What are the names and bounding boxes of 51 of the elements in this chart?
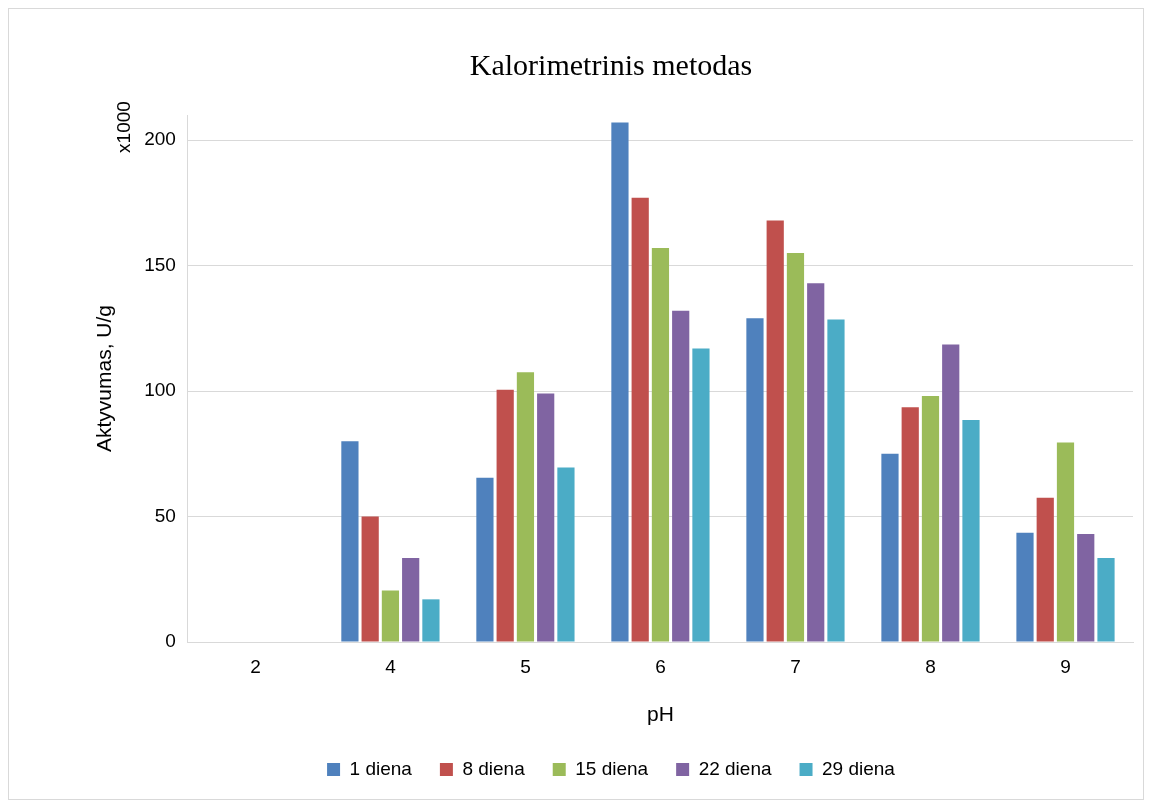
bar xyxy=(921,396,940,642)
bar xyxy=(786,253,805,642)
bar xyxy=(651,248,670,642)
bar xyxy=(476,477,494,642)
y-tick-label: 200 xyxy=(144,128,176,150)
chart-title: Kalorimetrinis metodas xyxy=(469,47,753,81)
bar xyxy=(361,516,379,642)
bar xyxy=(766,220,784,642)
y-tick-label: 50 xyxy=(154,504,176,526)
text: x1000 xyxy=(113,101,135,153)
bar xyxy=(422,599,440,642)
bar xyxy=(807,283,825,642)
x-axis-title: pH xyxy=(647,702,674,726)
bar xyxy=(962,419,980,642)
legend-label: 29 diena xyxy=(822,757,896,779)
bar xyxy=(402,557,420,642)
x-tick-label: 7 xyxy=(790,655,801,677)
y-tick-label: 0 xyxy=(165,630,176,652)
x-tick-label: 8 xyxy=(925,655,936,677)
bar xyxy=(516,372,535,642)
x-tick-label: 4 xyxy=(385,655,397,677)
x-tick-label: 9 xyxy=(1060,655,1071,677)
bar xyxy=(1077,534,1095,642)
y-axis-title: Aktyvumas, U/g xyxy=(92,304,116,453)
bar xyxy=(692,348,710,642)
y-tick-label: 100 xyxy=(144,379,176,401)
bar xyxy=(746,318,764,642)
bar xyxy=(1097,557,1115,642)
bar xyxy=(537,393,555,642)
bar xyxy=(901,407,919,642)
legend-label: 8 diena xyxy=(462,757,526,779)
bar xyxy=(1056,442,1075,642)
legend-label: 15 diena xyxy=(575,757,649,779)
bar xyxy=(381,590,400,642)
bar xyxy=(557,467,575,642)
bar xyxy=(611,122,629,642)
legend-label: 1 diena xyxy=(349,757,413,779)
bar xyxy=(1036,497,1054,642)
bar xyxy=(496,389,514,642)
legend-label: 22 diena xyxy=(698,757,772,779)
bar xyxy=(631,197,649,642)
x-tick-label: 2 xyxy=(250,655,261,677)
bar xyxy=(827,319,845,642)
x-tick-label: 6 xyxy=(655,655,666,677)
x-tick-label: 5 xyxy=(520,655,531,677)
bar xyxy=(1016,532,1034,642)
bar xyxy=(881,453,899,642)
bar xyxy=(672,310,690,642)
bar xyxy=(942,344,960,642)
bar xyxy=(341,441,359,642)
y-tick-label: 150 xyxy=(144,253,176,275)
